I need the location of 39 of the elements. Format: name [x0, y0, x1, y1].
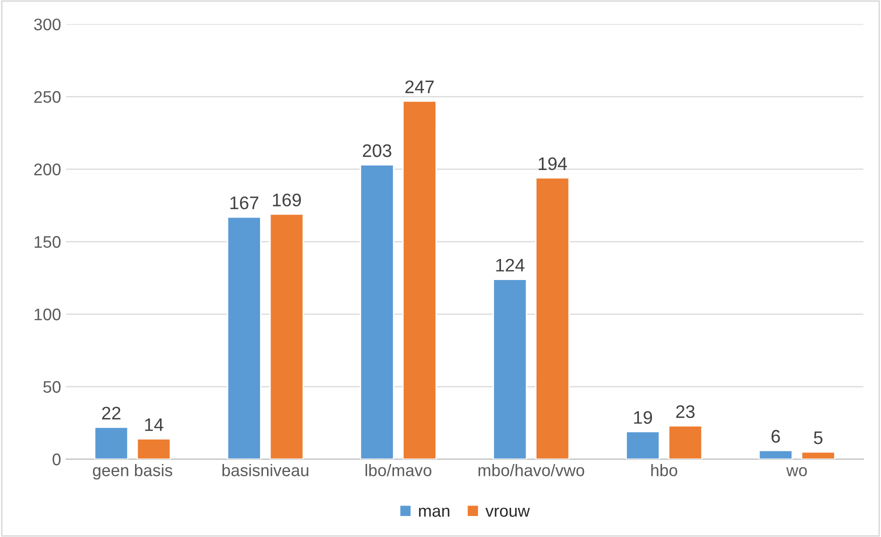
- data-label: 6: [772, 430, 780, 443]
- y-tick-label: 0: [52, 454, 61, 466]
- bar: [402, 100, 437, 460]
- data-label: 247: [405, 80, 434, 94]
- bar: [535, 177, 570, 460]
- data-label: 194: [538, 157, 567, 170]
- data-label: 203: [362, 144, 392, 158]
- y-tick-label: 250: [34, 91, 61, 103]
- bar: [800, 451, 836, 460]
- data-label: 169: [272, 194, 301, 206]
- data-label: 124: [496, 258, 524, 272]
- legend-label: man: [419, 508, 450, 517]
- x-tick-label: mbo/havo/vwo: [478, 464, 584, 476]
- data-label: 14: [145, 418, 164, 431]
- bar: [136, 438, 172, 460]
- data-label: 22: [102, 406, 120, 420]
- x-tick-label: lbo/mavo: [366, 464, 432, 476]
- y-tick-label: 300: [34, 18, 61, 30]
- bar: [625, 430, 660, 460]
- data-label: 167: [230, 196, 258, 210]
- y-tick-label: 50: [43, 381, 61, 393]
- bar: [269, 213, 304, 460]
- x-tick-label: basisniveau: [222, 464, 308, 476]
- y-tick-label: 100: [34, 308, 61, 320]
- y-tick-label: 200: [34, 164, 61, 176]
- bar: [360, 164, 394, 460]
- data-label: 23: [676, 405, 695, 418]
- bar: [668, 425, 703, 460]
- x-tick-label: geen basis: [92, 464, 172, 480]
- bar: [492, 278, 528, 460]
- legend-label: vrouw: [485, 508, 530, 517]
- bar: [226, 216, 262, 460]
- x-tick-label: hbo: [651, 464, 678, 476]
- data-label: 5: [814, 432, 822, 444]
- y-tick-label: 150: [34, 236, 61, 248]
- bar: [758, 450, 793, 460]
- data-label: 19: [634, 411, 652, 424]
- bar: [94, 426, 129, 460]
- x-tick-label: wo: [786, 467, 807, 476]
